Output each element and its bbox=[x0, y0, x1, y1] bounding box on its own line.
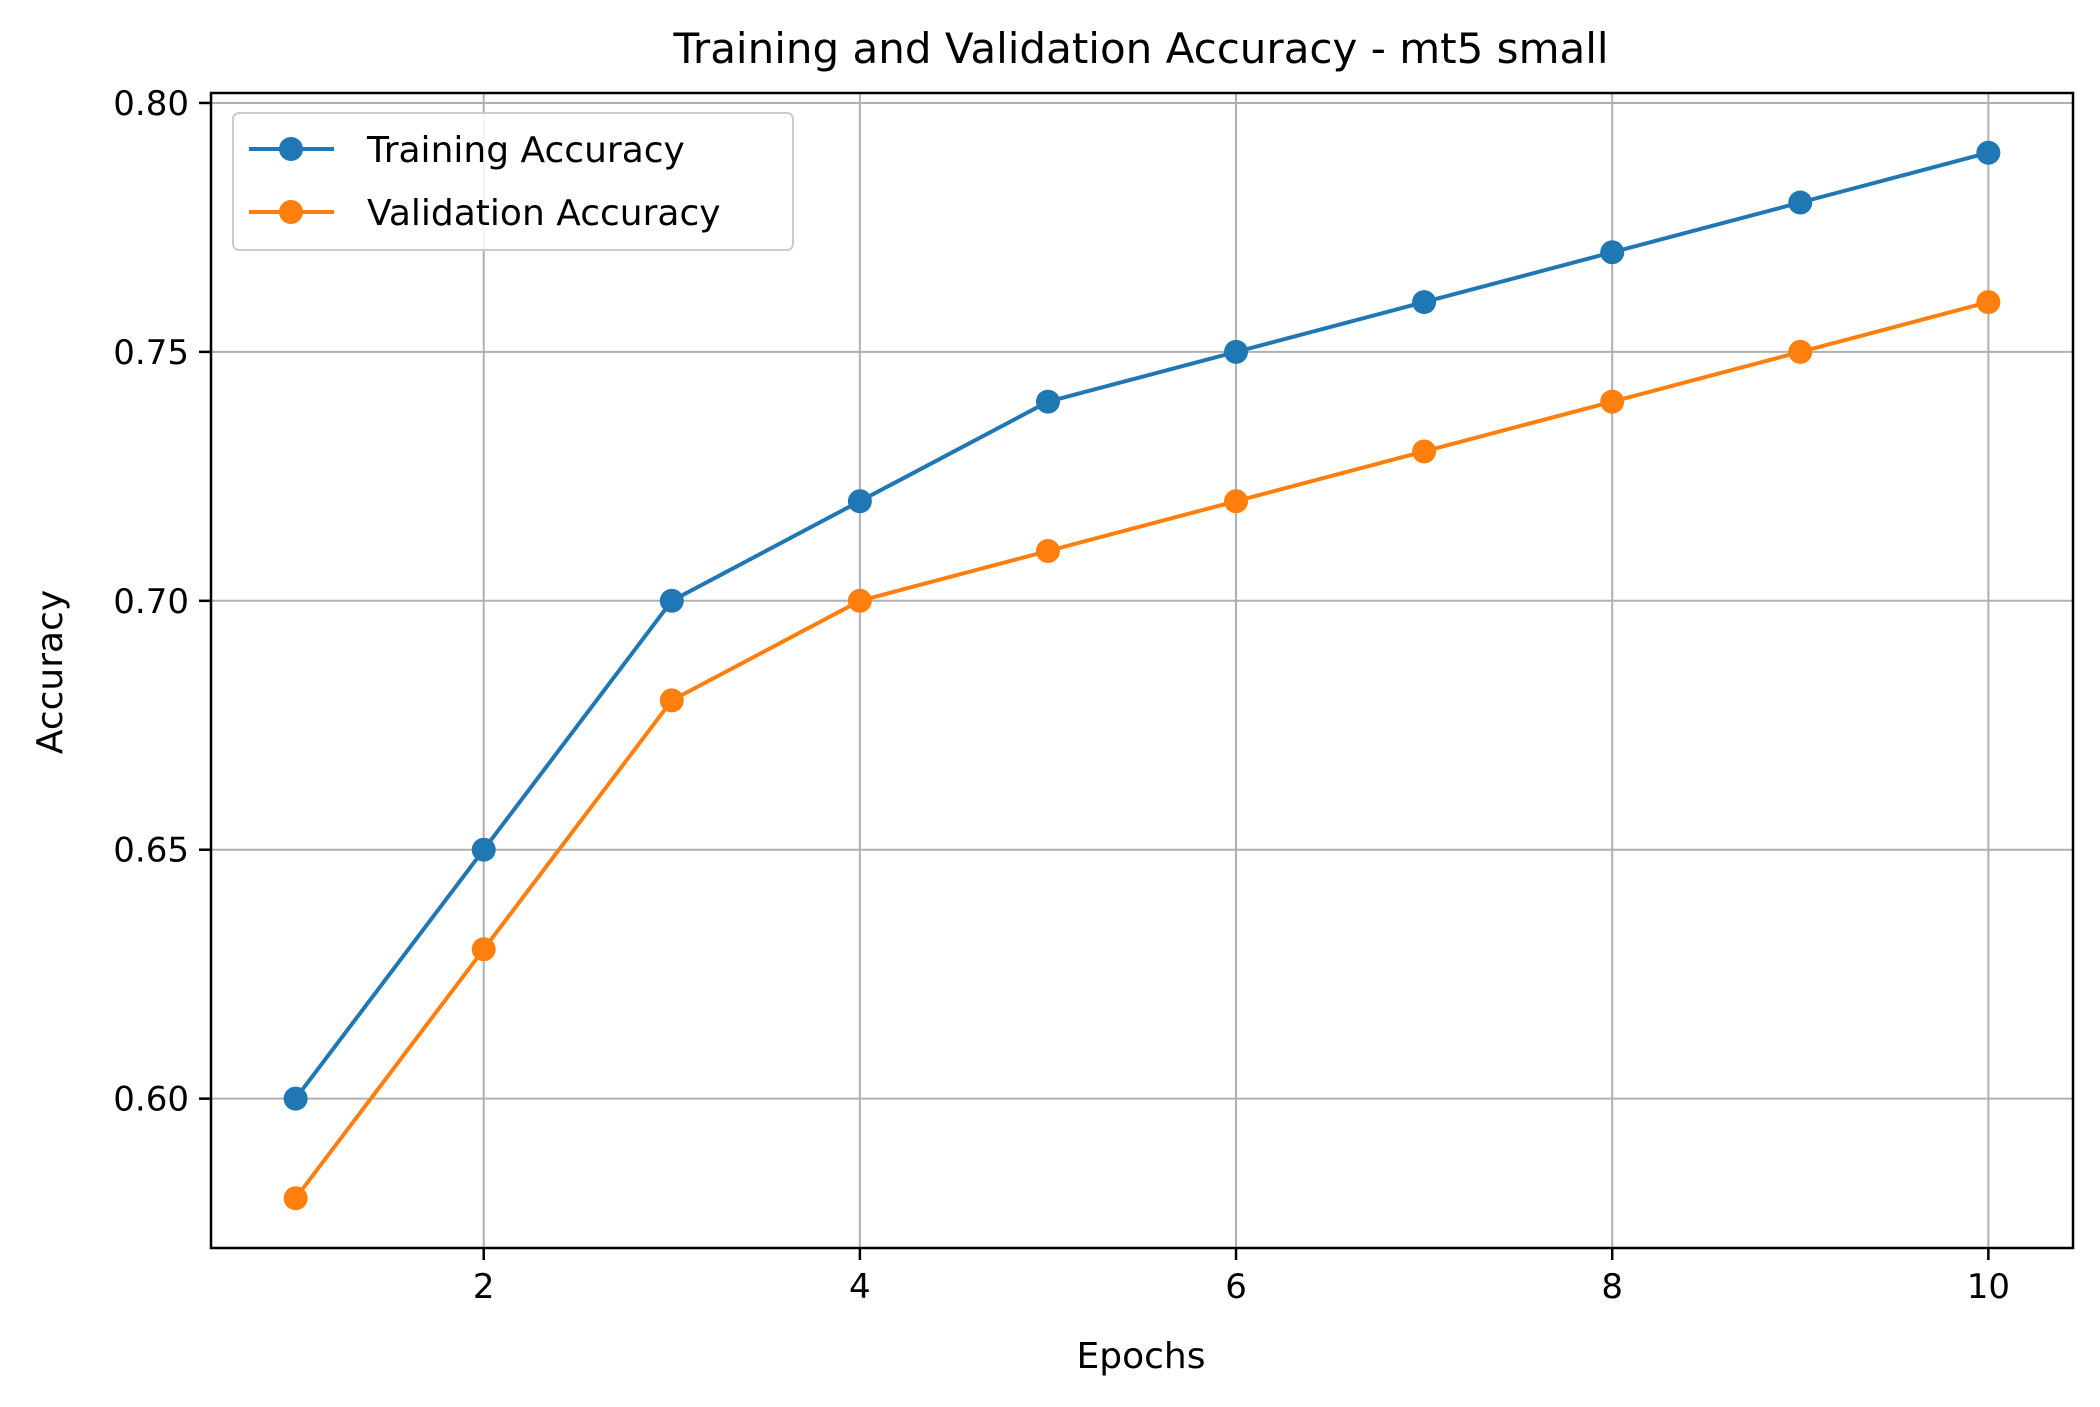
data-point bbox=[1976, 290, 2001, 315]
data-point bbox=[1412, 290, 1437, 315]
data-point bbox=[471, 837, 496, 862]
data-point bbox=[1600, 389, 1625, 414]
data-point bbox=[659, 688, 684, 713]
y-axis-label: Accuracy bbox=[30, 590, 71, 754]
data-point bbox=[1412, 439, 1437, 464]
legend-label: Training Accuracy bbox=[366, 130, 685, 171]
x-tick-label: 2 bbox=[473, 1267, 495, 1307]
x-tick-label: 10 bbox=[1967, 1267, 2010, 1307]
data-point bbox=[471, 937, 496, 962]
legend-swatch-marker bbox=[279, 200, 303, 224]
data-point bbox=[283, 1186, 308, 1211]
legend-swatch-marker bbox=[279, 137, 303, 161]
y-tick-label: 0.60 bbox=[113, 1080, 189, 1120]
x-axis-label: Epochs bbox=[1077, 1336, 1206, 1377]
data-point bbox=[1788, 190, 1813, 215]
data-point bbox=[283, 1086, 308, 1111]
data-point bbox=[1035, 389, 1060, 414]
series-line-validation bbox=[294, 300, 1989, 1200]
data-point bbox=[659, 588, 684, 613]
data-point bbox=[847, 489, 872, 514]
legend-label: Validation Accuracy bbox=[367, 193, 721, 234]
data-point bbox=[847, 588, 872, 613]
legend: Training Accuracy Validation Accuracy bbox=[232, 112, 794, 251]
data-point bbox=[1976, 140, 2001, 165]
x-tick-label: 6 bbox=[1225, 1267, 1247, 1307]
x-tick-label: 4 bbox=[849, 1267, 871, 1307]
plot-frame bbox=[209, 91, 2075, 1250]
data-point bbox=[1224, 489, 1249, 514]
x-tick-label: 8 bbox=[1601, 1267, 1623, 1307]
legend-box bbox=[232, 112, 794, 251]
data-point bbox=[1600, 240, 1625, 265]
y-tick-label: 0.70 bbox=[113, 582, 189, 622]
y-tick-label: 0.65 bbox=[113, 831, 189, 871]
data-point bbox=[1035, 539, 1060, 564]
chart-title: Training and Validation Accuracy - mt5 s… bbox=[672, 24, 1608, 73]
data-point bbox=[1224, 339, 1249, 364]
axis-ticks: 2 4 6 8 10 0.60 0.65 0.70 0.75 0.80 bbox=[113, 84, 2010, 1307]
data-point bbox=[1788, 339, 1813, 364]
y-tick-label: 0.75 bbox=[113, 333, 189, 373]
series-layer bbox=[283, 140, 2001, 1211]
series-line-training bbox=[294, 150, 1989, 1100]
y-tick-label: 0.80 bbox=[113, 84, 189, 124]
grid-lines bbox=[211, 93, 2073, 1248]
